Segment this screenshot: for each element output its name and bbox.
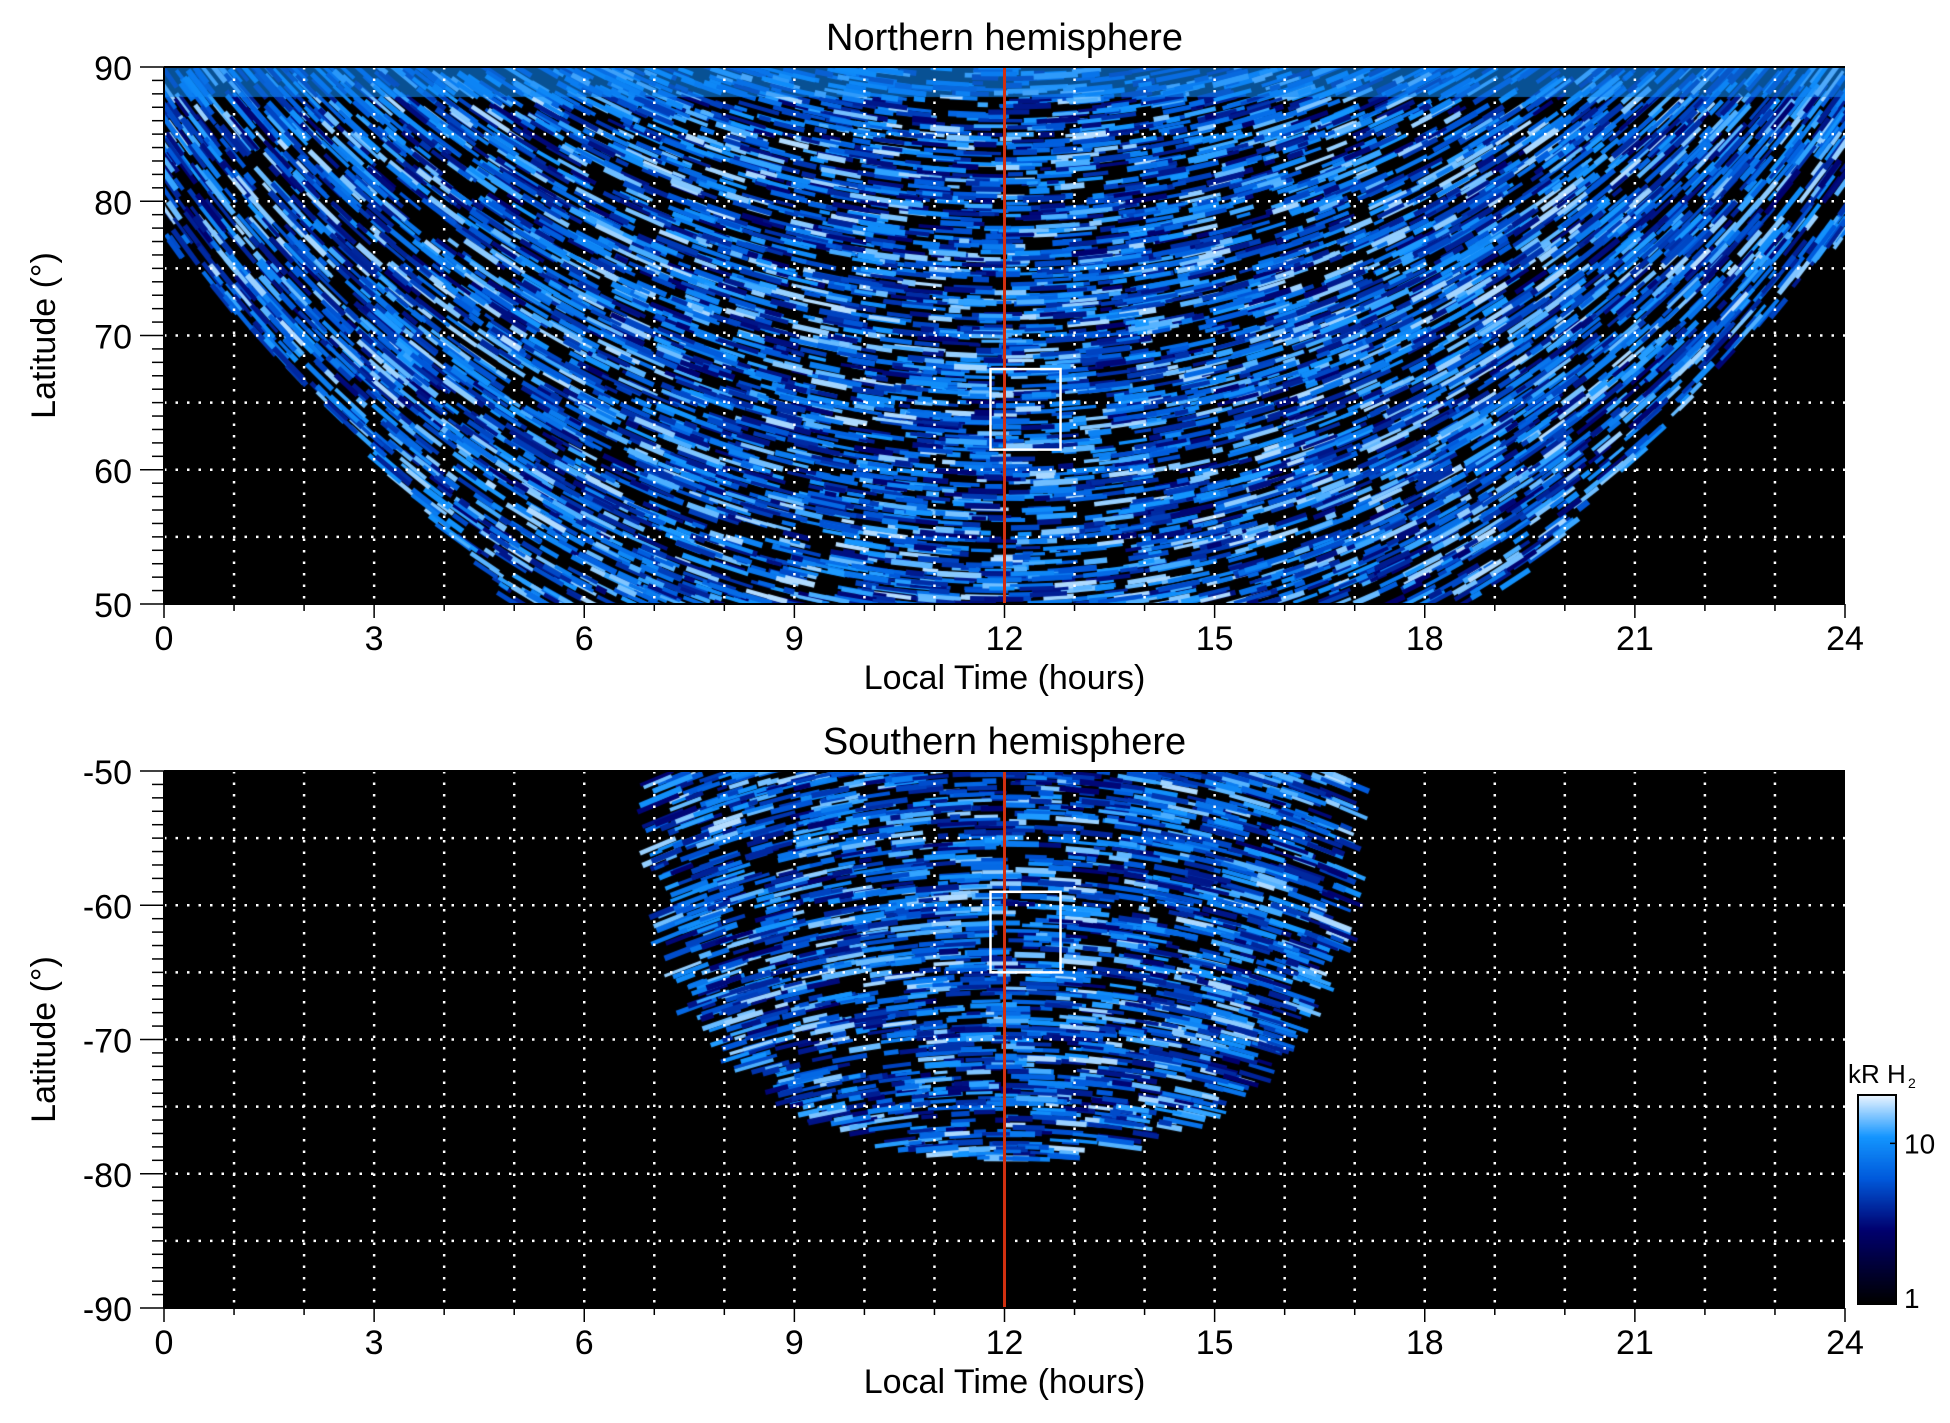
x-tick-label: 12 — [986, 1324, 1024, 1362]
x-tick-label: 6 — [575, 620, 594, 658]
y-tick-label: -90 — [83, 1291, 132, 1329]
x-axis-label: Local Time (hours) — [864, 659, 1146, 697]
x-tick-label: 18 — [1406, 1324, 1444, 1362]
x-tick-label: 24 — [1826, 1324, 1864, 1362]
region-box — [989, 890, 1062, 974]
y-axis-label: Latitude (°) — [25, 956, 63, 1123]
x-tick-label: 15 — [1196, 620, 1234, 658]
x-tick-label: 24 — [1826, 620, 1864, 658]
x-tick-label: 6 — [575, 1324, 594, 1362]
x-tick-label: 0 — [155, 620, 174, 658]
region-box — [989, 367, 1062, 451]
chart-title: Southern hemisphere — [823, 721, 1186, 763]
y-axis-label: Latitude (°) — [25, 252, 63, 419]
x-tick-label: 0 — [155, 1324, 174, 1362]
y-tick-label: -80 — [83, 1157, 132, 1195]
x-tick-label: 21 — [1616, 1324, 1654, 1362]
y-tick-label: 50 — [94, 587, 132, 625]
colorbar-tick-label: 1 — [1904, 1283, 1920, 1314]
colorbar-tick-label: 10 — [1904, 1128, 1935, 1159]
y-tick-label: 60 — [94, 453, 132, 491]
x-tick-label: 15 — [1196, 1324, 1234, 1362]
colorbar — [1858, 1095, 1896, 1304]
chart-title: Northern hemisphere — [826, 17, 1183, 59]
x-tick-label: 3 — [365, 1324, 384, 1362]
x-tick-label: 9 — [785, 1324, 804, 1362]
colorbar-label-subscript: 2 — [1908, 1075, 1916, 1091]
y-tick-label: 90 — [94, 50, 132, 88]
colorbar-frame — [1857, 1094, 1897, 1305]
x-tick-label: 21 — [1616, 620, 1654, 658]
x-tick-label: 12 — [986, 620, 1024, 658]
y-tick-label: 70 — [94, 319, 132, 357]
x-axis-label: Local Time (hours) — [864, 1363, 1146, 1401]
colorbar-label: kR H — [1848, 1059, 1906, 1089]
y-tick-label: -60 — [83, 888, 132, 926]
x-tick-label: 3 — [365, 620, 384, 658]
x-tick-label: 18 — [1406, 620, 1444, 658]
y-tick-label: 80 — [94, 184, 132, 222]
x-tick-label: 9 — [785, 620, 804, 658]
y-tick-label: -50 — [83, 754, 132, 792]
y-tick-label: -70 — [83, 1023, 132, 1061]
